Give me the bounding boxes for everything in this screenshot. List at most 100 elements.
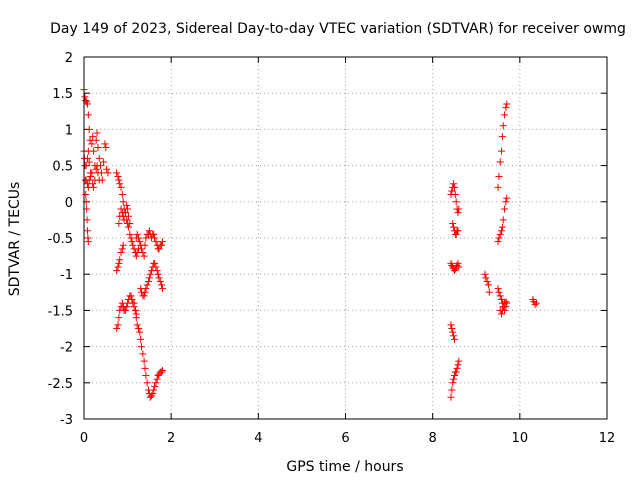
data-point: [134, 234, 142, 242]
y-tick-label: -0.5: [48, 232, 73, 247]
data-point: [502, 298, 510, 306]
data-point: [450, 372, 458, 380]
data-point: [136, 238, 144, 246]
data-point: [123, 201, 131, 209]
data-point: [140, 357, 148, 365]
data-point: [450, 180, 458, 188]
data-point: [145, 277, 153, 285]
series-sat-m: [447, 180, 463, 217]
data-point: [153, 375, 161, 383]
data-point: [158, 285, 166, 293]
data-point: [84, 238, 92, 246]
data-point: [140, 252, 148, 260]
x-tick-label: 0: [80, 431, 88, 446]
data-point: [151, 382, 159, 390]
data-point: [142, 285, 150, 293]
data-point: [452, 230, 460, 238]
data-point: [83, 100, 91, 108]
series-sat-t: [481, 270, 493, 296]
data-point: [90, 147, 98, 155]
data-point: [113, 325, 121, 332]
data-point: [139, 350, 147, 358]
data-point: [87, 172, 95, 180]
data-point: [501, 299, 509, 307]
data-point: [152, 238, 160, 246]
data-point: [498, 296, 506, 304]
data-point: [124, 223, 132, 231]
y-tick-label: 0.5: [52, 160, 73, 175]
x-tick-label: 4: [254, 431, 262, 446]
data-point: [455, 263, 463, 271]
data-point: [495, 234, 503, 242]
data-point: [119, 198, 127, 206]
data-point: [499, 122, 507, 130]
y-tick-label: 1.5: [52, 87, 73, 102]
data-point: [158, 366, 166, 374]
data-point: [84, 111, 92, 119]
data-point: [498, 223, 506, 231]
grid-lines: [84, 57, 607, 419]
data-point: [498, 147, 506, 155]
data-point: [155, 274, 163, 282]
data-point: [151, 234, 159, 242]
data-point: [454, 259, 462, 267]
data-point: [149, 390, 157, 398]
data-point: [139, 248, 147, 256]
y-tick-label: -2: [60, 341, 73, 356]
data-point: [502, 104, 510, 112]
data-point: [452, 198, 460, 206]
data-point: [455, 205, 463, 213]
data-point: [137, 335, 145, 343]
data-point: [482, 274, 490, 282]
data-point: [448, 187, 456, 195]
y-tick-label: 2: [65, 51, 73, 66]
series-sat-i: [119, 292, 140, 318]
series-sat-l: [137, 259, 166, 300]
data-point: [503, 194, 511, 202]
data-point: [83, 216, 91, 224]
data-point: [114, 321, 122, 329]
data-point: [85, 158, 93, 166]
data-point: [117, 205, 125, 213]
data-point: [158, 368, 166, 376]
series-sat-f: [115, 201, 134, 228]
data-point: [454, 361, 462, 369]
data-point: [447, 321, 455, 329]
data-point: [92, 136, 100, 144]
data-point: [449, 379, 457, 387]
series-sat-o: [447, 259, 463, 275]
series-sat-v: [496, 298, 510, 318]
data-point: [145, 274, 153, 282]
data-point: [132, 314, 140, 322]
data-point: [85, 125, 93, 133]
data-points: [80, 86, 540, 401]
data-point: [81, 93, 89, 101]
data-point: [130, 299, 138, 307]
data-point: [116, 256, 124, 264]
data-point: [95, 154, 103, 162]
y-tick-label: -2.5: [48, 377, 73, 392]
data-point: [447, 393, 455, 401]
data-point: [100, 158, 108, 166]
data-point: [146, 270, 154, 278]
data-point: [133, 230, 141, 238]
data-point: [93, 162, 101, 170]
data-point: [450, 183, 458, 191]
data-point: [121, 306, 129, 314]
data-point: [114, 172, 122, 180]
data-point: [532, 299, 540, 307]
data-point: [117, 248, 125, 256]
data-point: [128, 296, 136, 304]
x-tick-label: 10: [512, 431, 529, 446]
data-point: [133, 321, 141, 329]
data-point: [94, 169, 102, 177]
data-point: [150, 386, 158, 394]
data-point: [152, 263, 160, 271]
data-point: [450, 267, 458, 275]
data-point: [155, 245, 163, 253]
data-point: [119, 241, 127, 249]
data-point: [158, 238, 166, 246]
series-sat-k: [132, 227, 166, 260]
data-point: [123, 303, 131, 311]
data-point: [115, 176, 123, 184]
